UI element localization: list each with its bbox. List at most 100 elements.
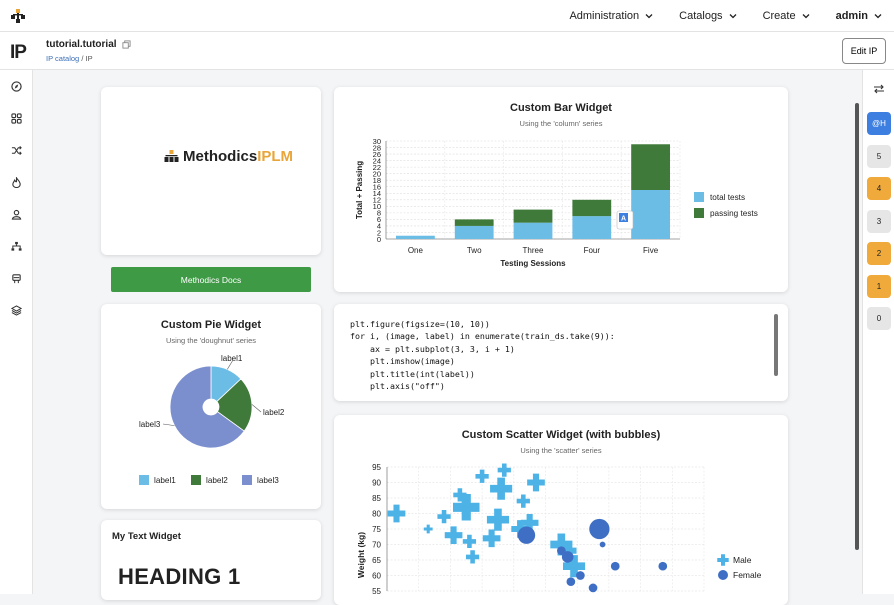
bar-segment[interactable] bbox=[631, 190, 671, 239]
bar-widget: Custom Bar Widget Using the 'column' ser… bbox=[334, 87, 788, 292]
history-chip[interactable]: 0 bbox=[867, 307, 891, 330]
breadcrumb-sep: / bbox=[81, 54, 84, 63]
sidebar-item-users[interactable] bbox=[0, 202, 33, 226]
scatter-point-circle[interactable] bbox=[561, 551, 574, 563]
legend-label[interactable]: label3 bbox=[257, 476, 279, 485]
scatter-point-cross[interactable] bbox=[717, 554, 729, 566]
brand-suffix: IPLM bbox=[257, 148, 294, 165]
translate-icon[interactable]: A bbox=[616, 210, 634, 230]
bar-segment[interactable] bbox=[513, 209, 553, 223]
compass-icon bbox=[11, 80, 22, 92]
scatter-point-cross[interactable] bbox=[562, 555, 586, 578]
scatter-point-cross[interactable] bbox=[497, 463, 511, 477]
history-chip[interactable]: @H bbox=[867, 112, 891, 135]
scatter-point-cross[interactable] bbox=[511, 520, 529, 538]
sidebar-item-dashboard[interactable] bbox=[0, 74, 33, 98]
scatter-point-cross[interactable] bbox=[486, 508, 509, 531]
user-icon bbox=[11, 209, 22, 220]
sidebar-item-workflow[interactable] bbox=[0, 138, 33, 162]
history-chip[interactable]: 3 bbox=[867, 209, 891, 233]
scatter-point-circle[interactable] bbox=[576, 571, 585, 580]
scatter-point-circle[interactable] bbox=[610, 561, 620, 571]
nav-administration[interactable]: Administration bbox=[569, 10, 653, 22]
scatter-point-cross[interactable] bbox=[444, 526, 463, 545]
breadcrumb-current: IP bbox=[85, 54, 93, 63]
sidebar-item-resources[interactable] bbox=[0, 266, 33, 290]
edit-ip-button[interactable]: Edit IP bbox=[842, 38, 886, 64]
svg-text:A: A bbox=[621, 216, 626, 223]
legend-label[interactable]: label2 bbox=[206, 476, 228, 485]
scatter-point-cross[interactable] bbox=[475, 469, 489, 483]
legend-label[interactable]: Male bbox=[733, 555, 752, 565]
history-chip[interactable]: 2 bbox=[867, 242, 891, 265]
scatter-point-cross[interactable] bbox=[462, 534, 477, 549]
pie-slice[interactable] bbox=[216, 378, 253, 432]
scatter-point-cross[interactable] bbox=[452, 494, 480, 521]
legend-label[interactable]: total tests bbox=[710, 193, 745, 202]
legend-label[interactable]: Female bbox=[733, 570, 762, 580]
pie-slice[interactable] bbox=[169, 365, 245, 449]
swap-arrows-icon[interactable] bbox=[873, 84, 885, 94]
scatter-point-cross[interactable] bbox=[558, 541, 577, 560]
copy-icon[interactable] bbox=[122, 40, 131, 49]
sidebar-item-hierarchy[interactable] bbox=[0, 234, 33, 258]
history-chip[interactable]: 5 bbox=[867, 144, 891, 168]
scatter-point-cross[interactable] bbox=[453, 488, 467, 502]
grid-icon bbox=[11, 112, 22, 124]
scatter-point-cross[interactable] bbox=[437, 509, 451, 524]
sidebar-item-layers[interactable] bbox=[0, 298, 33, 322]
bar-segment[interactable] bbox=[572, 216, 612, 239]
code-scrollbar[interactable] bbox=[774, 314, 778, 376]
scatter-point-circle[interactable] bbox=[517, 526, 536, 544]
legend-label[interactable]: passing tests bbox=[710, 209, 758, 218]
pie-slice-label: label2 bbox=[263, 408, 285, 417]
x-tick-label: One bbox=[408, 246, 424, 255]
scatter-point-cross[interactable] bbox=[387, 504, 406, 523]
bar-segment[interactable] bbox=[631, 144, 671, 190]
history-chip[interactable]: 4 bbox=[867, 177, 891, 200]
scatter-point-cross[interactable] bbox=[465, 550, 480, 564]
user-menu[interactable]: admin bbox=[836, 10, 882, 22]
scatter-point-circle[interactable] bbox=[658, 561, 668, 571]
bar-segment[interactable] bbox=[513, 222, 553, 239]
y-axis-label: Total + Passing bbox=[355, 161, 364, 219]
scatter-point-cross[interactable] bbox=[527, 473, 545, 492]
bar-segment[interactable] bbox=[395, 235, 435, 239]
scatter-point-circle[interactable] bbox=[588, 583, 598, 593]
bar-segment[interactable] bbox=[454, 219, 494, 226]
sidebar-item-overview[interactable] bbox=[0, 106, 33, 130]
pie-widget-subtitle: Using the 'doughnut' series bbox=[165, 336, 256, 345]
bar-segment[interactable] bbox=[454, 225, 494, 239]
brand-logo: Methodics IPLM bbox=[163, 148, 293, 165]
page-scrollbar-thumb[interactable] bbox=[855, 103, 859, 550]
y-tick-label: 55 bbox=[372, 587, 381, 596]
nav-label: Create bbox=[762, 10, 796, 22]
scatter-point-circle[interactable] bbox=[589, 518, 610, 540]
pie-widget: Custom Pie Widget Using the 'doughnut' s… bbox=[101, 304, 321, 509]
methodics-docs-button[interactable]: Methodics Docs bbox=[111, 267, 311, 292]
nav-catalogs[interactable]: Catalogs bbox=[679, 10, 737, 22]
y-tick-label: 85 bbox=[372, 494, 381, 503]
scatter-point-cross[interactable] bbox=[516, 494, 530, 508]
scatter-point-cross[interactable] bbox=[520, 513, 539, 532]
y-tick-label: 14 bbox=[373, 189, 381, 198]
legend-label[interactable]: label1 bbox=[154, 476, 176, 485]
sidebar-item-activity[interactable] bbox=[0, 170, 33, 194]
scatter-point-circle[interactable] bbox=[599, 541, 606, 548]
y-tick-label: 22 bbox=[373, 163, 381, 172]
scatter-point-cross[interactable] bbox=[490, 477, 513, 500]
pie-widget-title: Custom Pie Widget bbox=[160, 319, 262, 331]
app-logo-icon[interactable] bbox=[10, 8, 26, 24]
scatter-point-circle[interactable] bbox=[566, 577, 576, 587]
scatter-point-cross[interactable] bbox=[423, 524, 433, 534]
top-bar: Administration Catalogs Create admin bbox=[0, 0, 894, 32]
history-chip[interactable]: 1 bbox=[867, 274, 891, 298]
breadcrumb-link-ip-catalog[interactable]: IP catalog bbox=[46, 54, 80, 63]
nav-create[interactable]: Create bbox=[763, 10, 810, 22]
scatter-point-cross[interactable] bbox=[482, 529, 501, 548]
y-tick-label: 10 bbox=[373, 202, 381, 211]
text-widget: My Text Widget HEADING 1 bbox=[101, 520, 321, 600]
scatter-point-cross[interactable] bbox=[550, 533, 573, 556]
bar-segment[interactable] bbox=[572, 199, 612, 217]
code-widget: plt.figure(figsize=(10, 10)) for i, (imag… bbox=[334, 304, 788, 401]
